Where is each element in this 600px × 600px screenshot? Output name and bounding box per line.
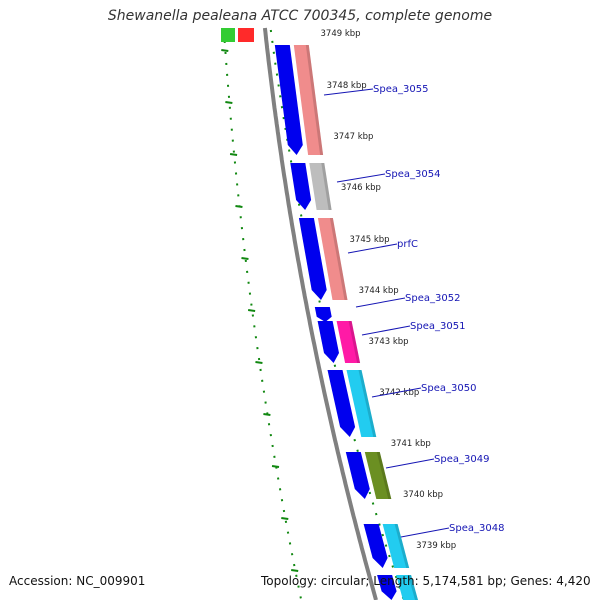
gc-inner-line — [222, 29, 303, 600]
gc-dash — [225, 101, 233, 104]
top-green-stub — [221, 28, 235, 42]
gene-track — [274, 45, 397, 600]
cog-block — [364, 452, 392, 499]
gc-dash — [263, 413, 271, 416]
gene-label: Spea_3050 — [421, 383, 476, 394]
gene-label: Spea_3054 — [385, 169, 440, 180]
cog-track — [293, 45, 418, 600]
cog-block — [293, 45, 324, 155]
kbp-tick-label: 3740 kbp — [403, 490, 443, 500]
kbp-tick-label: 3746 kbp — [341, 183, 381, 193]
genome-backbone — [262, 27, 378, 600]
gene-label: Spea_3055 — [373, 84, 428, 95]
gene-label: prfC — [397, 239, 418, 250]
gene-label-leader — [323, 88, 374, 96]
gc-dash — [271, 465, 280, 468]
gc-dash — [241, 257, 249, 260]
map-title: Shewanella pealeana ATCC 700345, complet… — [107, 8, 493, 24]
gene-label-leader — [361, 325, 411, 336]
cog-shade — [305, 45, 324, 155]
kbp-ticks: 3749 kbp 3748 kbp 3747 kbp 3746 kbp 3745 kbp… — [321, 29, 457, 551]
gene-labels: Spea_3055 Spea_3054 prfC Spea_3052 Spea_3051… — [323, 84, 504, 538]
cog-block — [382, 524, 410, 568]
cog-shade — [321, 163, 332, 210]
gc-dash — [255, 361, 263, 364]
gene-label: Spea_3051 — [410, 321, 465, 332]
forward-gene-arrow — [314, 307, 332, 322]
forward-gene-arrow — [377, 575, 397, 600]
kbp-tick-label: 3743 kbp — [369, 337, 409, 347]
kbp-tick-label: 3748 kbp — [327, 81, 367, 91]
cog-block — [309, 163, 332, 210]
cog-block — [396, 575, 418, 600]
gc-dash — [235, 205, 243, 208]
cog-shade — [376, 452, 392, 499]
forward-gene-arrow — [317, 321, 339, 363]
cog-shade — [394, 524, 410, 568]
gene-label-leader — [347, 243, 398, 254]
gc-dash — [229, 153, 238, 156]
backbone-line — [262, 27, 378, 600]
gene-label-leader — [355, 297, 406, 308]
gene-label-leader — [385, 458, 435, 469]
forward-gene-arrow — [363, 524, 388, 568]
kbp-tick-label: 3744 kbp — [359, 286, 399, 296]
top-red-stub — [238, 28, 254, 42]
kbp-tick-label: 3745 kbp — [350, 235, 390, 245]
gene-label-leader — [336, 173, 386, 183]
gc-dash — [281, 517, 289, 520]
gene-label: Spea_3049 — [434, 454, 489, 465]
kbp-tick-label: 3742 kbp — [379, 388, 419, 398]
kbp-tick-label: 3739 kbp — [416, 541, 456, 551]
gene-label-leader — [400, 527, 450, 538]
gene-label-leader — [371, 387, 422, 398]
top-gene-fragments — [221, 28, 254, 42]
kbp-tick-label: 3749 kbp — [321, 29, 361, 39]
forward-gene-arrow — [298, 218, 327, 300]
gene-label: Spea_3052 — [405, 293, 460, 304]
cog-shade — [348, 321, 361, 363]
accession-text: Accession: NC_009901 — [9, 574, 146, 588]
cog-shade — [329, 218, 348, 300]
gc-dash — [247, 309, 256, 312]
cog-block — [317, 218, 348, 300]
cog-block — [346, 370, 377, 437]
forward-gene-arrow — [290, 163, 312, 210]
kbp-tick-label: 3747 kbp — [333, 132, 373, 142]
forward-gene-arrow — [345, 452, 370, 499]
forward-gene-arrow — [274, 45, 303, 155]
cog-block — [336, 321, 361, 363]
cog-shade — [358, 370, 377, 437]
topology-text: Topology: circular; Length: 5,174,581 bp… — [261, 574, 591, 588]
cog-shade — [408, 575, 418, 600]
gc-skew-track — [221, 29, 405, 600]
gc-dash — [221, 49, 229, 52]
kbp-tick-label: 3741 kbp — [391, 439, 431, 449]
forward-gene-arrow — [327, 370, 356, 437]
gene-label: Spea_3048 — [449, 523, 504, 534]
gc-dash — [291, 569, 299, 572]
